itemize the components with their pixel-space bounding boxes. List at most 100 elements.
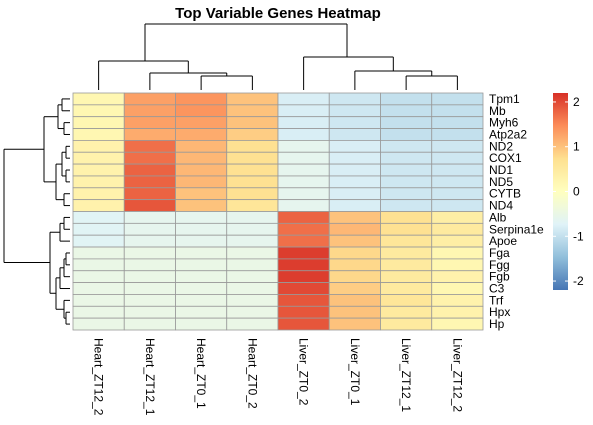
heatmap-cell	[73, 212, 124, 224]
heatmap-cell	[227, 140, 278, 152]
heatmap-cell	[124, 152, 175, 164]
heatmap-cell	[73, 259, 124, 271]
heatmap-cell	[227, 176, 278, 188]
heatmap-cell	[278, 235, 329, 247]
column-dendrogram	[99, 24, 458, 90]
row-labels: Tpm1MbMyh6Atp2a2ND2COX1ND1ND5CYTBND4AlbS…	[489, 92, 544, 331]
heatmap-cell	[73, 117, 124, 129]
heatmap-cell	[176, 129, 227, 141]
heatmap-cell	[381, 283, 432, 295]
heatmap-cell	[73, 283, 124, 295]
heatmap-cell	[176, 223, 227, 235]
heatmap-cell	[278, 283, 329, 295]
heatmap-cell	[381, 140, 432, 152]
heatmap-cell	[329, 140, 380, 152]
heatmap-cell	[124, 93, 175, 105]
heatmap-cell	[227, 271, 278, 283]
heatmap-cell	[432, 223, 483, 235]
heatmap-cell	[227, 247, 278, 259]
heatmap-cell	[73, 223, 124, 235]
heatmap-cell	[124, 247, 175, 259]
heatmap-cell	[176, 164, 227, 176]
heatmap-cells	[73, 93, 483, 330]
heatmap-cell	[381, 318, 432, 330]
heatmap-cell	[381, 105, 432, 117]
heatmap-cell	[432, 164, 483, 176]
heatmap-cell	[227, 259, 278, 271]
heatmap-cell	[381, 247, 432, 259]
heatmap-cell	[73, 140, 124, 152]
heatmap-cell	[278, 212, 329, 224]
heatmap-cell	[381, 306, 432, 318]
heatmap-cell	[278, 318, 329, 330]
heatmap-cell	[124, 105, 175, 117]
heatmap-cell	[227, 164, 278, 176]
legend-tick-label: 1	[573, 140, 580, 154]
heatmap-cell	[73, 129, 124, 141]
heatmap-cell	[278, 105, 329, 117]
heatmap-cell	[176, 247, 227, 259]
heatmap-cell	[329, 235, 380, 247]
chart-title: Top Variable Genes Heatmap	[175, 5, 381, 22]
heatmap-cell	[278, 152, 329, 164]
heatmap-cell	[381, 271, 432, 283]
heatmap-cell	[73, 164, 124, 176]
heatmap-cell	[432, 318, 483, 330]
row-dendrogram	[4, 99, 70, 324]
heatmap-cell	[432, 294, 483, 306]
heatmap-cell	[432, 105, 483, 117]
heatmap-cell	[278, 294, 329, 306]
heatmap-cell	[73, 200, 124, 212]
heatmap-cell	[73, 318, 124, 330]
heatmap-cell	[432, 117, 483, 129]
heatmap-cell	[381, 223, 432, 235]
heatmap-cell	[176, 200, 227, 212]
color-legend: 210-1-2	[553, 93, 584, 290]
column-label: Heart_ZT0_2	[245, 338, 259, 409]
heatmap-cell	[329, 200, 380, 212]
heatmap-cell	[278, 306, 329, 318]
column-label: Heart_ZT12_1	[143, 338, 157, 416]
heatmap-cell	[73, 188, 124, 200]
heatmap-cell	[73, 93, 124, 105]
heatmap-cell	[176, 188, 227, 200]
heatmap-cell	[381, 117, 432, 129]
heatmap-cell	[329, 164, 380, 176]
column-labels: Heart_ZT12_2 Heart_ZT12_1 Heart_ZT0_1 Heart…	[92, 338, 465, 416]
heatmap-cell	[176, 117, 227, 129]
heatmap-cell	[329, 318, 380, 330]
heatmap-cell	[329, 271, 380, 283]
heatmap-cell	[227, 200, 278, 212]
heatmap-cell	[124, 283, 175, 295]
heatmap-cell	[124, 117, 175, 129]
heatmap-cell	[227, 318, 278, 330]
heatmap-cell	[329, 117, 380, 129]
heatmap-cell	[329, 247, 380, 259]
heatmap-cell	[381, 93, 432, 105]
heatmap-cell	[124, 318, 175, 330]
heatmap-cell	[278, 117, 329, 129]
heatmap-cell	[124, 271, 175, 283]
heatmap-cell	[329, 93, 380, 105]
heatmap-cell	[227, 152, 278, 164]
column-label: Liver_ZT0_1	[348, 338, 362, 406]
heatmap-cell	[176, 259, 227, 271]
heatmap-cell	[381, 235, 432, 247]
row-label: Hp	[489, 317, 505, 331]
heatmap-cell	[381, 152, 432, 164]
heatmap-cell	[278, 93, 329, 105]
heatmap-cell	[432, 152, 483, 164]
heatmap-cell	[278, 188, 329, 200]
heatmap-cell	[329, 259, 380, 271]
legend-tick-label: -2	[573, 274, 584, 288]
heatmap-cell	[381, 129, 432, 141]
heatmap-cell	[176, 271, 227, 283]
heatmap-cell	[329, 212, 380, 224]
legend-tick-label: -1	[573, 229, 584, 243]
heatmap-cell	[329, 306, 380, 318]
heatmap-cell	[73, 176, 124, 188]
heatmap-cell	[432, 259, 483, 271]
heatmap-cell	[73, 235, 124, 247]
heatmap-cell	[227, 235, 278, 247]
heatmap-cell	[227, 306, 278, 318]
